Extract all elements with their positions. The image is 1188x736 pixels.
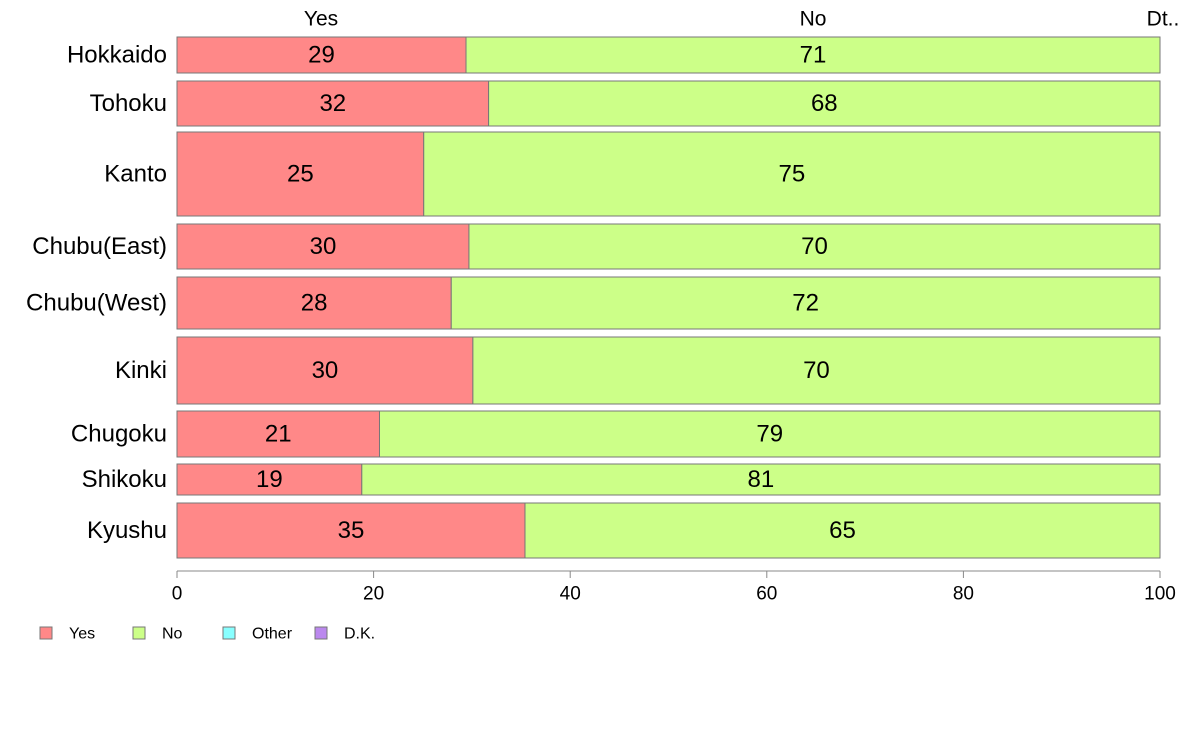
category-label: Kanto xyxy=(104,161,167,188)
x-tick-label: 80 xyxy=(953,584,974,605)
data-label: 35 xyxy=(338,517,365,544)
bar-segment-no xyxy=(472,336,1161,405)
top-category-labels: Yes No Dt.. xyxy=(304,8,1179,31)
legend-label: Other xyxy=(252,626,293,643)
bar-segment-no xyxy=(450,276,1161,330)
category-label: Tohoku xyxy=(90,90,167,117)
legend: Yes No Other D.K. xyxy=(39,626,375,643)
data-label: 21 xyxy=(265,421,292,448)
data-label: 30 xyxy=(310,233,337,260)
bar-segment-yes xyxy=(176,131,425,217)
bar-segment-yes xyxy=(176,502,526,559)
data-label: 70 xyxy=(801,233,828,260)
bar-segment-yes xyxy=(176,80,490,127)
x-tick-label: 0 xyxy=(172,584,183,605)
data-label: 65 xyxy=(829,517,856,544)
data-label: 32 xyxy=(319,90,346,117)
data-label: 72 xyxy=(792,290,819,317)
data-label: 28 xyxy=(301,290,328,317)
bar-segment-no xyxy=(488,80,1161,127)
category-label: Chubu(East) xyxy=(32,233,167,260)
x-axis: 0 20 40 60 80 100 xyxy=(172,570,1176,605)
data-label: 30 xyxy=(312,357,339,384)
x-tick-label: 20 xyxy=(363,584,384,605)
category-label: Chubu(West) xyxy=(26,290,167,317)
bar-segment-no xyxy=(361,463,1161,496)
top-label: No xyxy=(800,8,827,31)
legend-swatch xyxy=(39,626,53,640)
data-label: 79 xyxy=(756,421,783,448)
legend-label: Yes xyxy=(69,626,95,643)
data-label: 71 xyxy=(800,42,827,69)
bar-segment-yes xyxy=(176,276,452,330)
x-tick-label: 100 xyxy=(1144,584,1176,605)
x-tick-label: 40 xyxy=(560,584,581,605)
top-label: Yes xyxy=(304,8,338,31)
data-label: 25 xyxy=(287,161,314,188)
category-label: Kyushu xyxy=(87,517,167,544)
bar-segment-no xyxy=(423,131,1161,217)
data-label: 81 xyxy=(748,466,775,493)
bar-segment-no xyxy=(465,36,1161,74)
bar-segment-yes xyxy=(176,410,380,458)
top-label: Dt.. xyxy=(1147,8,1180,31)
legend-label: D.K. xyxy=(344,626,375,643)
data-label: 70 xyxy=(803,357,830,384)
legend-label: No xyxy=(162,626,183,643)
bar-segment-no xyxy=(524,502,1161,559)
bar-segment-yes xyxy=(176,36,467,74)
data-label: 29 xyxy=(308,42,335,69)
category-label: Shikoku xyxy=(82,466,167,493)
bar-area: Hokkaido 29 71 Tohoku 32 68 Kanto 25 75 Chubu(Eas… xyxy=(26,36,1161,559)
bar-segment-no xyxy=(378,410,1161,458)
legend-swatch xyxy=(222,626,236,640)
category-label: Chugoku xyxy=(71,421,167,448)
data-label: 68 xyxy=(811,90,838,117)
category-label: Hokkaido xyxy=(67,42,167,69)
x-tick-label: 60 xyxy=(756,584,777,605)
bar-segment-no xyxy=(468,223,1161,270)
bar-segment-yes xyxy=(176,223,470,270)
legend-swatch xyxy=(132,626,146,640)
data-label: 19 xyxy=(256,466,283,493)
data-label: 75 xyxy=(779,161,806,188)
legend-swatch xyxy=(314,626,328,640)
category-label: Kinki xyxy=(115,357,167,384)
